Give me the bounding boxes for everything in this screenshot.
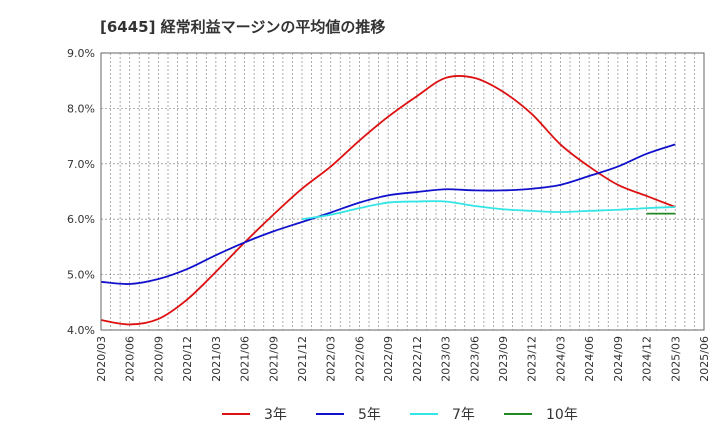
series-line-1 — [100, 75, 676, 326]
grid — [101, 53, 704, 330]
x-tick-label: 2020/06 — [124, 336, 137, 382]
x-tick-label: 2023/09 — [497, 336, 510, 382]
x-tick-label: 2020/09 — [152, 336, 165, 382]
x-tick-label: 2022/12 — [411, 336, 424, 382]
x-tick-label: 2024/12 — [641, 336, 654, 382]
chart-title: [6445] 経常利益マージンの平均値の推移 — [100, 18, 386, 36]
x-tick-label: 2021/06 — [239, 336, 252, 382]
y-tick-label: 5.0% — [67, 269, 95, 282]
legend-label: 3年 — [264, 407, 287, 423]
plot-frame — [100, 52, 705, 331]
series-lines — [100, 75, 676, 326]
x-tick-label: 2024/03 — [554, 336, 567, 382]
y-tick-label: 9.0% — [67, 47, 95, 60]
legend-label: 10年 — [546, 407, 578, 423]
series-line-2 — [100, 143, 676, 285]
x-tick-label: 2022/03 — [325, 336, 338, 382]
x-tick-label: 2020/12 — [181, 336, 194, 382]
x-tick-label: 2023/12 — [526, 336, 539, 382]
y-tick-label: 8.0% — [67, 102, 95, 115]
x-tick-label: 2022/09 — [382, 336, 395, 382]
legend: 3年 5年 7年 10年 — [222, 407, 578, 423]
y-tick-label: 4.0% — [67, 324, 95, 337]
legend-label: 5年 — [358, 407, 381, 423]
x-tick-label: 2021/03 — [210, 336, 223, 382]
legend-label: 7年 — [452, 407, 475, 423]
x-tick-label: 2023/06 — [468, 336, 481, 382]
series-line-3 — [301, 200, 676, 221]
x-tick-label: 2020/03 — [95, 336, 108, 382]
x-tick-label: 2025/03 — [669, 336, 682, 382]
y-tick-label: 7.0% — [67, 158, 95, 171]
x-tick-label: 2021/09 — [267, 336, 280, 382]
x-tick-label: 2021/12 — [296, 336, 309, 382]
x-axis: 2020/03 2020/06 2020/09 2020/12 2021/03 2021/… — [95, 336, 711, 382]
x-tick-label: 2024/09 — [612, 336, 625, 382]
y-tick-label: 6.0% — [67, 213, 95, 226]
x-tick-label: 2023/03 — [440, 336, 453, 382]
y-axis: 4.0% 5.0% 6.0% 7.0% 8.0% 9.0% — [67, 47, 95, 337]
x-tick-label: 2024/06 — [583, 336, 596, 382]
x-tick-label: 2022/06 — [353, 336, 366, 382]
x-tick-label: 2025/06 — [698, 336, 711, 382]
